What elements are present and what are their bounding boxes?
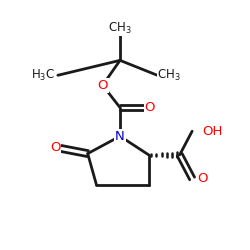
Text: O: O <box>98 79 108 92</box>
Text: O: O <box>50 141 61 154</box>
Text: H$_3$C: H$_3$C <box>31 68 56 83</box>
Text: CH$_3$: CH$_3$ <box>108 20 132 36</box>
Text: OH: OH <box>202 125 222 138</box>
Text: O: O <box>197 172 207 185</box>
Text: N: N <box>115 130 125 143</box>
Text: O: O <box>144 101 155 114</box>
Text: CH$_3$: CH$_3$ <box>157 68 181 83</box>
